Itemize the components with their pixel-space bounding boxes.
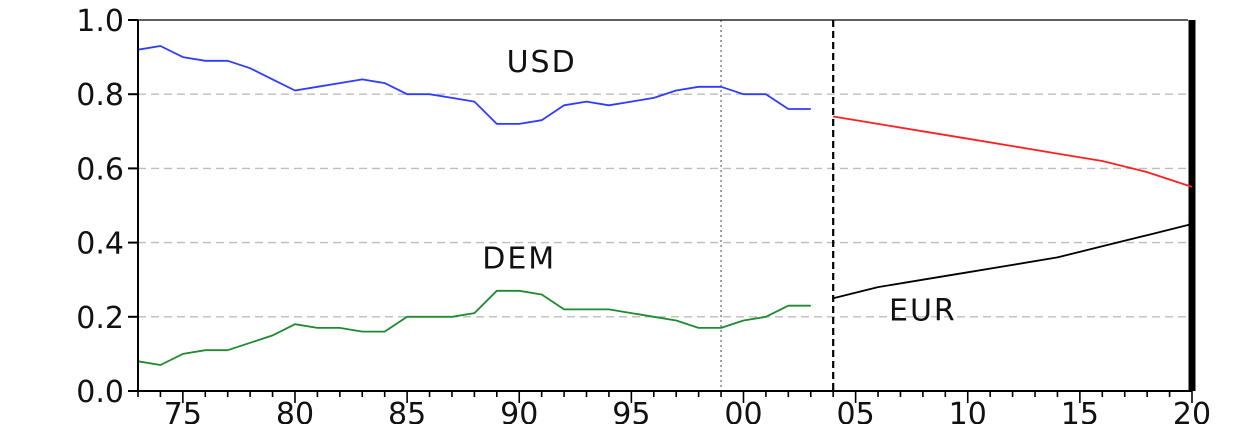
x-tick-label: 05 — [837, 397, 875, 424]
series-annotations: USD DEM EUR — [482, 45, 957, 329]
y-tick-label: 0.4 — [76, 227, 124, 262]
grid-lines — [138, 93, 1192, 318]
y-tick-label: 1.0 — [76, 4, 124, 39]
x-tick-label: 10 — [949, 397, 987, 424]
x-tick-label: 75 — [164, 397, 202, 424]
series-label-eur: EUR — [889, 293, 957, 328]
x-tick-label: 15 — [1061, 397, 1099, 424]
x-tick-label: 95 — [612, 397, 650, 424]
x-tick-label: 20 — [1173, 397, 1211, 424]
series-line-usd — [137, 45, 811, 125]
x-tick-label: 00 — [724, 397, 762, 424]
y-tick-label: 0.6 — [76, 152, 124, 187]
series-line-dem — [137, 289, 811, 366]
tick-labels: 0.0 0.2 0.4 0.6 0.8 1.0 75 80 85 90 95 00 05 10 15 20 — [76, 4, 1211, 424]
series-lines — [137, 45, 1193, 366]
y-tick-label: 0.8 — [76, 78, 124, 113]
series-label-usd: USD — [507, 45, 577, 80]
vertical-markers — [720, 20, 1196, 391]
axes — [128, 19, 1193, 403]
series-line-forecast-upper — [833, 115, 1193, 188]
series-line-eur — [832, 223, 1193, 300]
x-tick-label: 90 — [500, 397, 538, 424]
x-tick-label: 85 — [388, 397, 426, 424]
x-tick-label: 80 — [276, 397, 314, 424]
series-label-dem: DEM — [482, 241, 556, 276]
y-tick-label: 0.2 — [76, 301, 124, 336]
y-tick-label: 0.0 — [76, 375, 124, 410]
